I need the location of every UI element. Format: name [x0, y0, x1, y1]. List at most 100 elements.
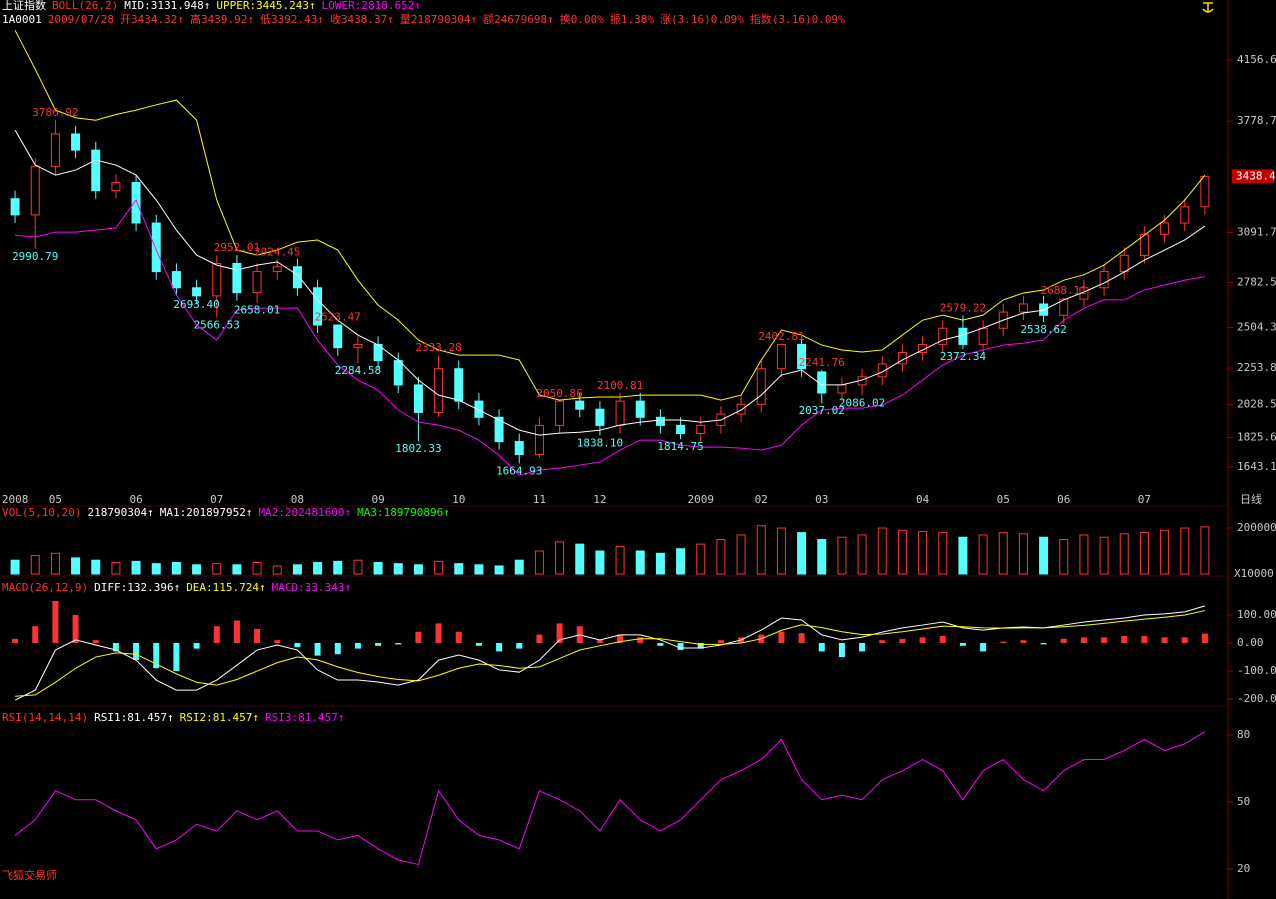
macd-bar	[153, 643, 160, 669]
volume-bar	[635, 550, 645, 575]
header-item: BOLL(26,2)	[52, 0, 118, 12]
high-label: 2952.01	[214, 241, 260, 254]
header-item: MACD:33.343↑	[272, 581, 351, 594]
macd-bar	[677, 643, 684, 651]
y-tick-label: 4156.6	[1237, 53, 1276, 66]
header-item: LOWER:2818.652↑	[322, 0, 421, 12]
volume-bar	[897, 529, 907, 575]
x-tick-label: 08	[291, 493, 304, 506]
macd-bar	[637, 637, 644, 644]
volume-bar	[252, 562, 262, 575]
candle-body	[192, 287, 202, 297]
y-tick-label: 2253.8	[1237, 361, 1276, 374]
volume-bar	[454, 563, 464, 575]
candle-body	[555, 400, 565, 426]
candle-body	[1119, 254, 1129, 273]
macd-bar	[1101, 637, 1108, 644]
candle-body	[958, 327, 968, 345]
candle-body	[313, 287, 323, 326]
header-item: MA3:189790896↑	[357, 506, 450, 519]
volume-bar	[313, 562, 323, 575]
candle-body	[837, 384, 847, 394]
candle-body	[1059, 298, 1069, 316]
candle-body	[434, 368, 444, 413]
candle-body	[71, 133, 81, 151]
candle-body	[1200, 175, 1210, 208]
anchor-icon	[1202, 2, 1214, 13]
volume-bar	[30, 555, 40, 575]
y-tick-label: 80	[1237, 728, 1250, 741]
macd-bar	[899, 638, 906, 644]
volume-bar	[333, 560, 343, 575]
macd-bar	[939, 636, 946, 644]
candle-body	[1160, 222, 1170, 235]
candle-body	[212, 262, 222, 297]
volume-bar	[1119, 533, 1129, 575]
macd-bar	[1040, 643, 1047, 645]
header-item: VOL(5,10,20)	[2, 506, 81, 519]
x-tick-label: 07	[210, 493, 223, 506]
macd-bar	[12, 638, 19, 644]
volume-bar	[1180, 527, 1190, 575]
candle-body	[978, 327, 988, 345]
macd-bar	[657, 643, 664, 646]
macd-bar	[778, 631, 785, 644]
volume-bar	[111, 562, 121, 575]
high-label: 2402.81	[758, 330, 804, 343]
volume-bar	[998, 532, 1008, 575]
candle-body	[514, 441, 524, 456]
volume-bar	[192, 564, 202, 575]
candle-body	[676, 424, 686, 434]
y-tick-label: 2504.3	[1237, 321, 1276, 334]
volume-bar	[958, 536, 968, 575]
candle-body	[1018, 303, 1028, 313]
header-item: RSI(14,14,14)	[2, 711, 88, 724]
x-tick-label: 06	[1057, 493, 1070, 506]
header-item: 收3438.37↑	[330, 12, 394, 26]
band-line	[15, 198, 1206, 476]
volume-bar	[91, 559, 101, 575]
header-item: 额24679698↑	[483, 13, 554, 26]
volume-bar	[353, 559, 363, 575]
x-tick-label: 05	[49, 493, 62, 506]
macd-bar	[959, 643, 966, 646]
header-item: MA1:201897952↑	[160, 506, 253, 519]
volume-bar	[575, 543, 585, 575]
header-item: 指数(3.16)0.09%	[750, 12, 845, 26]
low-label: 2037.02	[799, 404, 845, 417]
candle-body	[333, 324, 343, 349]
volume-bar	[1200, 526, 1210, 575]
volume-bar	[615, 545, 625, 575]
macd-bar	[818, 643, 825, 652]
volume-bar	[393, 563, 403, 575]
y-tick-label: 20	[1237, 862, 1250, 875]
volume-bar	[655, 552, 665, 575]
volume-bar	[131, 560, 141, 575]
high-label: 2333.28	[415, 341, 461, 354]
volume-bar	[232, 564, 242, 575]
header-item: 涨(3.16)0.09%	[660, 13, 744, 26]
volume-bar	[1139, 532, 1149, 575]
macd-bar	[859, 643, 866, 652]
low-label: 2566.53	[194, 318, 240, 331]
macd-bar	[1080, 637, 1087, 644]
volume-bar	[10, 559, 20, 575]
candle-body	[736, 403, 746, 415]
y-tick-label: 2782.5	[1237, 276, 1276, 289]
macd-bar	[617, 634, 624, 644]
macd-bar	[1201, 633, 1208, 644]
candle-body	[131, 182, 141, 224]
y-tick-label: 0.00	[1237, 636, 1264, 649]
volume-bar	[938, 532, 948, 575]
high-label: 2924.45	[254, 246, 300, 259]
volume-bar	[1059, 539, 1069, 575]
volume-bar	[514, 559, 524, 575]
macd-line	[15, 610, 1206, 697]
low-label: 2284.58	[335, 364, 381, 377]
macd-bar	[1020, 640, 1027, 644]
y-tick-label: -100.0	[1237, 664, 1276, 677]
macd-bar	[354, 643, 361, 649]
macd-bar	[233, 620, 240, 644]
volume-bar	[151, 563, 161, 575]
